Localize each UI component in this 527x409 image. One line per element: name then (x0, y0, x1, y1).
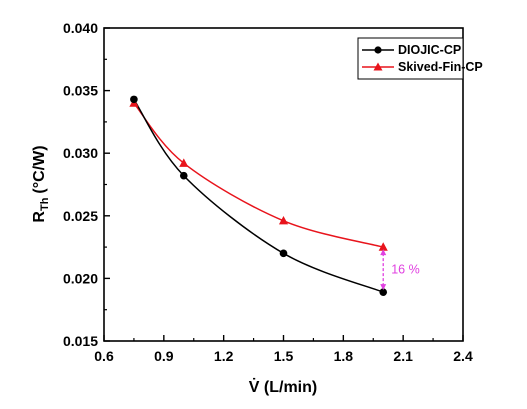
y-tick-label: 0.015 (63, 333, 98, 349)
legend-marker-diojic (374, 46, 381, 53)
x-tick-label: 1.5 (274, 348, 294, 364)
series-lines (134, 99, 383, 292)
y-axis-title: RTh (°C/W) (31, 145, 51, 222)
y-axis-title-unit: (°C/W) (31, 145, 48, 193)
x-tick-label: 0.6 (94, 348, 114, 364)
x-axis-title: V̇ (L/min) (249, 378, 317, 396)
legend: DIOJIC-CP Skived-Fin-CP (358, 38, 483, 79)
y-axis-title-sub: Th (39, 197, 51, 211)
y-tick-label: 0.035 (63, 83, 98, 99)
y-tick-label: 0.040 (63, 20, 98, 36)
series-markers (129, 96, 387, 296)
legend-label-diojic: DIOJIC-CP (398, 43, 461, 57)
x-tick-label: 1.2 (214, 348, 234, 364)
series-line-1 (134, 103, 383, 247)
data-point-0 (180, 172, 188, 180)
x-tick-label: 0.9 (154, 348, 174, 364)
annotation-label: 16 % (391, 263, 420, 277)
x-tick-label: 2.1 (393, 348, 413, 364)
x-tick-label: 2.4 (453, 348, 473, 364)
y-tick-label: 0.030 (63, 145, 98, 161)
y-tick-label: 0.025 (63, 208, 98, 224)
y-tick-label: 0.020 (63, 270, 98, 286)
series-line-0 (134, 99, 383, 292)
y-axis-title-main: R (31, 211, 48, 223)
legend-label-skived: Skived-Fin-CP (398, 60, 483, 74)
data-point-0 (280, 250, 288, 258)
data-point-0 (130, 96, 138, 104)
annotation: 16 % (380, 249, 420, 290)
x-tick-label: 1.8 (334, 348, 354, 364)
